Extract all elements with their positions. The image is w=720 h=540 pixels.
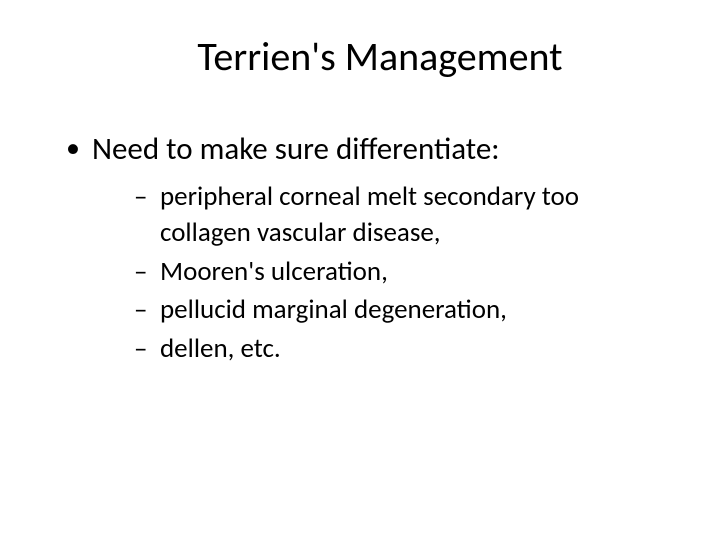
- bullet-item: Need to make sure differentiate: periphe…: [64, 129, 672, 367]
- bullet-list: Need to make sure differentiate: periphe…: [48, 129, 672, 367]
- sub-item: peripheral corneal melt secondary too co…: [132, 179, 672, 252]
- sub-item: dellen, etc.: [132, 331, 672, 367]
- sub-list: peripheral corneal melt secondary too co…: [92, 179, 672, 367]
- sub-item: pellucid marginal degeneration,: [132, 292, 672, 328]
- slide-title: Terrien's Management: [48, 32, 672, 81]
- sub-item: Mooren's ulceration,: [132, 254, 672, 290]
- bullet-text: Need to make sure differentiate:: [92, 130, 500, 168]
